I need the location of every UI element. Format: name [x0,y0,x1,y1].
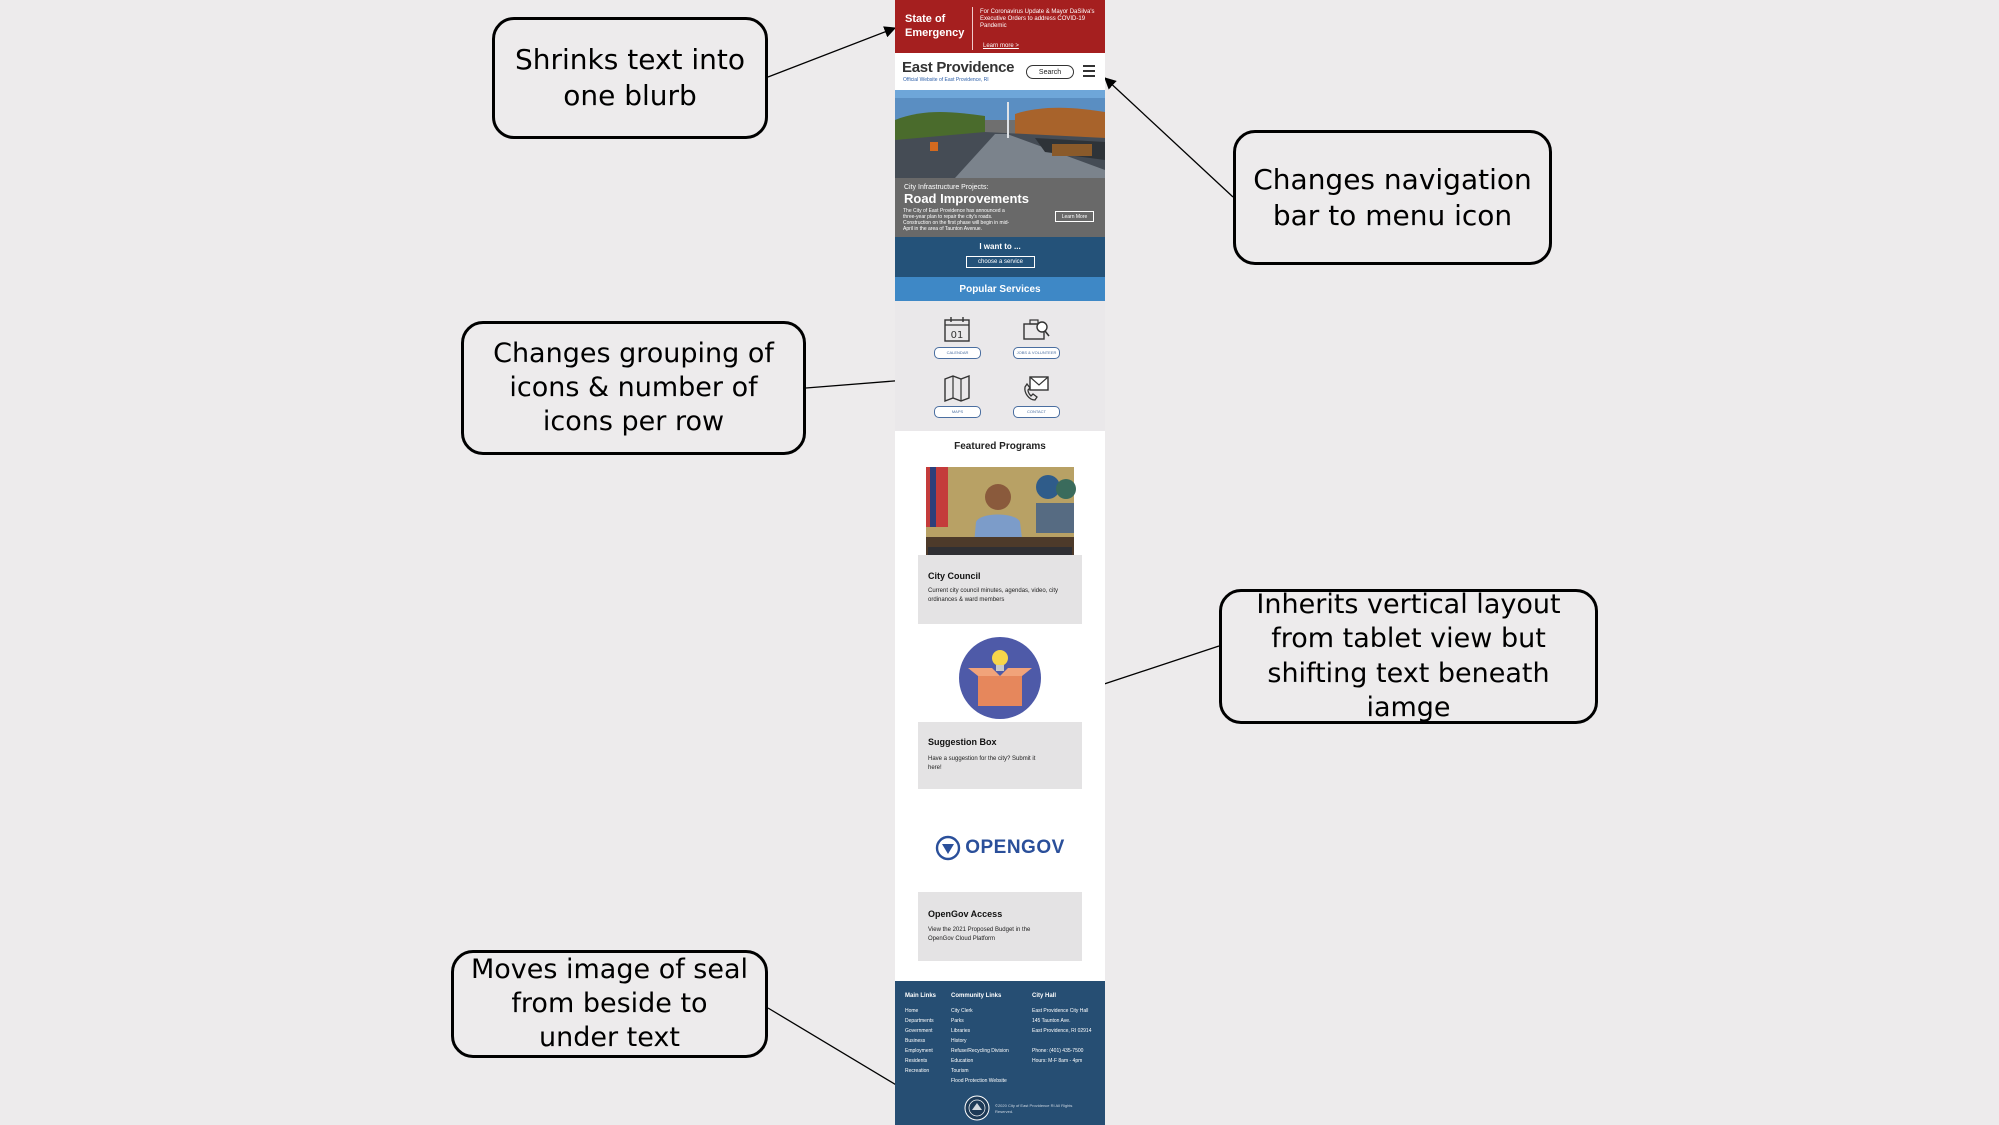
hero-body: The City of East Providence has announce… [903,208,1010,232]
jobs-icon [1023,319,1050,340]
suggestion-box-image [918,634,1082,722]
hero-learn-more-button[interactable]: Learn More [1055,211,1094,222]
hero-banner: City Infrastructure Projects: Road Impro… [895,90,1105,237]
city-hall-line: Phone: (401) 435-7500 [1032,1048,1084,1054]
popular-services-title: Popular Services [895,277,1105,301]
footer-main-links-title: Main Links [905,993,937,999]
city-council-photo [918,467,1082,555]
footer-link[interactable]: Tourism [951,1068,969,1074]
road-photo [895,90,1105,178]
calendar-icon: 01 [944,317,970,342]
service-contact-label[interactable]: CONTACT [1013,406,1060,418]
footer-link[interactable]: Home [905,1008,919,1014]
card-text: Current city council minutes, agendas, v… [928,588,1059,603]
mobile-mockup: State of Emergency For Coronavirus Updat… [895,0,1105,1125]
footer-city-hall-title: City Hall [1032,993,1057,999]
footer-link[interactable]: Libraries [951,1028,971,1034]
site-header: East Providence Official Website of East… [895,53,1105,90]
footer-link[interactable]: Government [905,1028,933,1034]
callout-seal: Moves image of seal from beside to under… [451,950,768,1058]
opengov-logo-text: OPENGOV [965,837,1065,858]
map-icon [944,374,970,403]
card-title: City Council [928,571,981,581]
footer-copyright: ©2020 City of East Providence RI All Rig… [995,1103,1073,1114]
footer-link[interactable]: Parks [951,1018,964,1024]
hero-kicker: City Infrastructure Projects: [904,184,989,191]
site-footer: Main Links Home Departments Government B… [895,981,1105,1125]
site-logo[interactable]: East Providence [902,59,1015,76]
footer-link[interactable]: History [951,1038,967,1044]
menu-icon[interactable] [1083,65,1095,80]
city-hall-line [1032,1036,1091,1046]
i-want-to-label: I want to ... [979,242,1021,251]
emergency-banner: State of Emergency For Coronavirus Updat… [895,0,1105,53]
card-text: View the 2021 Proposed Budget in the Ope… [928,927,1031,942]
callout-vertical: Inherits vertical layout from tablet vie… [1219,589,1598,724]
program-card-opengov[interactable]: OPENGOV OpenGov Access View the 2021 Pro… [918,804,1082,961]
city-hall-line: Hours: M-F 8am - 4pm [1032,1058,1083,1064]
opengov-logo-panel: OPENGOV [918,804,1082,892]
footer-link[interactable]: Business [905,1038,926,1044]
service-maps-label[interactable]: MAPS [934,406,981,418]
hero-title: Road Improvements [904,191,1029,206]
footer-link[interactable]: Flood Protection Website [951,1078,1007,1084]
footer-link[interactable]: Residents [905,1058,928,1064]
search-button[interactable]: Search [1026,65,1074,79]
callout-menu: Changes navigation bar to menu icon [1233,130,1552,265]
card-title: Suggestion Box [928,737,997,747]
emergency-title: State of Emergency [905,13,965,39]
footer-link[interactable]: Recreation [905,1068,930,1074]
program-card-suggestion-box[interactable]: Suggestion Box Have a suggestion for the… [918,634,1082,789]
service-select[interactable]: choose a service [966,256,1035,268]
opengov-logo-icon [936,835,961,861]
featured-programs-title: Featured Programs [954,441,1046,452]
contact-icon [1024,376,1049,401]
svg-text:01: 01 [951,330,964,341]
footer-community-links: Community Links City Clerk Parks Librari… [951,991,1009,1086]
city-hall-line: 145 Taunton Ave. [1032,1018,1071,1024]
arrow-seal [767,1007,920,1099]
emergency-text: For Coronavirus Update & Mayor DaSilva's… [980,9,1095,29]
city-seal-icon [964,1095,990,1121]
program-card-city-council[interactable]: City Council Current city council minute… [918,467,1082,624]
service-calendar-label[interactable]: CALENDAR [934,347,981,359]
emergency-learn-more-link[interactable]: Learn more > [983,43,1019,49]
featured-programs-section: Featured Programs City Council Current c… [895,431,1105,981]
callout-icons: Changes grouping of icons & number of ic… [461,321,806,455]
popular-services-grid: 01 CALENDAR JOBS & VOLUNTEER MAPS [895,301,1105,431]
footer-link[interactable]: Refuse/Recycling Division [951,1048,1009,1054]
card-title: OpenGov Access [928,909,1003,919]
arrow-vertical [1081,645,1220,694]
footer-link[interactable]: City Clerk [951,1008,973,1014]
footer-link[interactable]: Departments [905,1018,934,1024]
arrow-shrinks [767,26,897,78]
city-hall-line: East Providence City Hall [1032,1008,1089,1014]
city-hall-line: East Providence, RI 02914 [1032,1028,1092,1034]
footer-link[interactable]: Employment [905,1048,933,1054]
service-jobs-label[interactable]: JOBS & VOLUNTEER [1013,347,1060,359]
footer-city-hall: City Hall East Providence City Hall 145 … [1032,991,1091,1066]
i-want-to-section: I want to ... choose a service [895,237,1105,277]
footer-main-links: Main Links Home Departments Government B… [905,991,936,1076]
footer-link[interactable]: Education [951,1058,974,1064]
hero-caption-band [895,178,1105,237]
emergency-divider [972,7,973,50]
callout-shrinks: Shrinks text into one blurb [492,17,768,139]
arrow-menu [1104,77,1234,198]
card-text: Have a suggestion for the city? Submit i… [928,756,1036,771]
site-subtitle: Official Website of East Providence, RI [903,77,989,83]
footer-community-links-title: Community Links [951,993,1002,999]
